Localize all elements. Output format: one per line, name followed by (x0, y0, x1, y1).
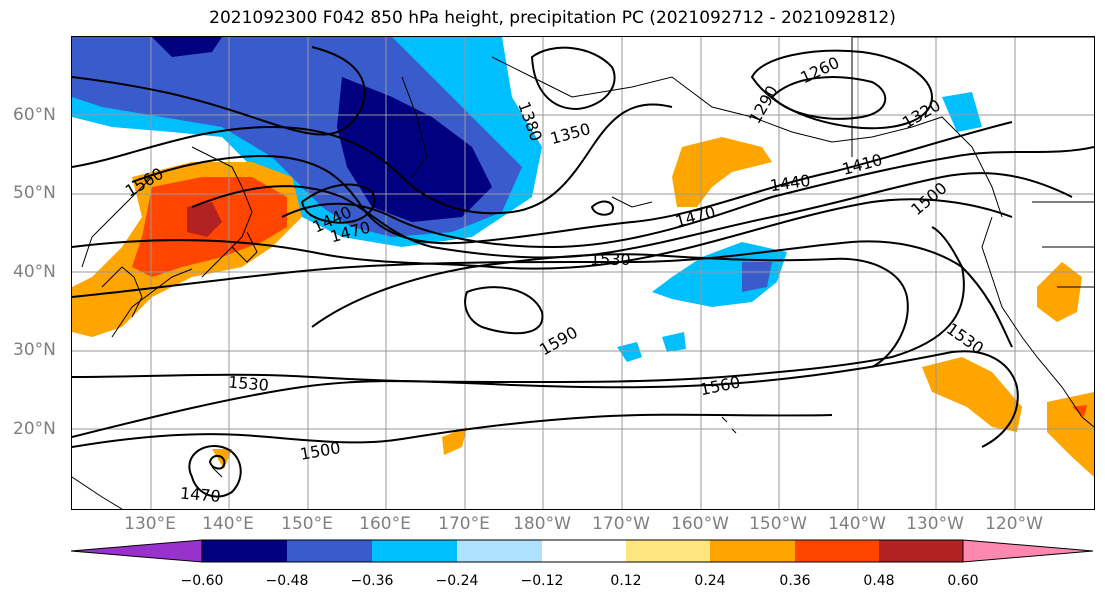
contour-label: 1530 (227, 372, 269, 394)
map-panel: 1560 1470 1440 1380 1350 1290 1260 1320 … (71, 36, 1095, 510)
colorbar-tick: 0.12 (610, 573, 642, 589)
figure-title: 2021092300 F042 850 hPa height, precipit… (209, 8, 896, 28)
lon-label: 120°W (985, 514, 1043, 534)
lat-label: 40°N (13, 262, 56, 282)
colorbar-tick: −0.48 (265, 573, 309, 589)
colorbar-extend-low (71, 539, 203, 563)
contour-label: 1290 (745, 82, 782, 127)
colorbar-segment (542, 540, 626, 562)
lon-label: 140°E (202, 514, 254, 534)
lon-label: 140°W (828, 514, 886, 534)
lon-label: 130°W (906, 514, 964, 534)
neg-anomaly-light-blue-cp (652, 242, 787, 307)
colorbar-segment (795, 540, 879, 562)
precip-shading (72, 37, 1094, 477)
lat-label: 60°N (13, 105, 56, 125)
colorbar-extend-high (962, 539, 1094, 563)
neg-anomaly-alaska (942, 92, 982, 132)
map-svg: 1560 1470 1440 1380 1350 1290 1260 1320 … (72, 37, 1094, 509)
colorbar-tick: 0.60 (947, 573, 979, 589)
colorbar-segment (287, 540, 372, 562)
contour-label: 1440 (769, 171, 812, 195)
contour-label: 1530 (590, 250, 631, 269)
neg-anomaly-small-1 (617, 342, 642, 362)
colorbar-segment (879, 540, 963, 562)
pos-anomaly-orange-mexico (922, 357, 1022, 432)
lat-label: 50°N (13, 183, 56, 203)
neg-anomaly-dark-blue-2 (152, 37, 222, 57)
coastlines (72, 37, 1094, 509)
pos-anomaly-darkred-japan (187, 202, 222, 237)
contour-label: 1500 (907, 178, 950, 219)
colorbar-segment (710, 540, 795, 562)
lat-label: 20°N (13, 419, 56, 439)
lon-label: 150°E (281, 514, 333, 534)
lat-label: 30°N (13, 340, 56, 360)
colorbar-tick: −0.24 (435, 573, 479, 589)
pos-anomaly-orange-westus (1037, 262, 1082, 322)
contour-label: 1260 (797, 53, 842, 87)
colorbar-segment (626, 540, 710, 562)
colorbar-segment (457, 540, 542, 562)
colorbar-tick: −0.36 (350, 573, 394, 589)
lon-label: 150°W (749, 514, 807, 534)
lon-label: 170°E (438, 514, 490, 534)
neg-anomaly-dark-blue (337, 77, 492, 222)
colorbar-tick: −0.60 (180, 573, 224, 589)
pos-anomaly-orange-mexico-2 (1047, 392, 1094, 477)
contour-label: 1470 (179, 484, 221, 506)
neg-anomaly-small-2 (662, 332, 686, 352)
lon-label: 160°E (359, 514, 411, 534)
colorbar-tick: 0.48 (863, 573, 895, 589)
colorbar-tick: 0.36 (779, 573, 811, 589)
lon-label: 180°W (513, 514, 571, 534)
pos-anomaly-orange-sw (212, 449, 232, 469)
neg-anomaly-blue-cp (742, 262, 772, 292)
colorbar (71, 539, 1094, 563)
pos-anomaly-orange-goa (672, 137, 772, 207)
lon-label: 170°W (592, 514, 650, 534)
colorbar-tick: −0.12 (520, 573, 564, 589)
contour-label: 1560 (698, 372, 742, 399)
contour-label: 1500 (299, 438, 342, 464)
colorbar-outline (201, 539, 964, 563)
colorbar-segment (372, 540, 457, 562)
colorbar-segment (202, 540, 287, 562)
contour-label: 1350 (548, 119, 592, 148)
lon-label: 160°W (671, 514, 729, 534)
pos-anomaly-orange-small (442, 427, 467, 455)
lon-label: 130°E (124, 514, 176, 534)
height-contours (72, 46, 1094, 498)
contour-label: 1320 (899, 95, 944, 132)
colorbar-tick: 0.24 (694, 573, 726, 589)
